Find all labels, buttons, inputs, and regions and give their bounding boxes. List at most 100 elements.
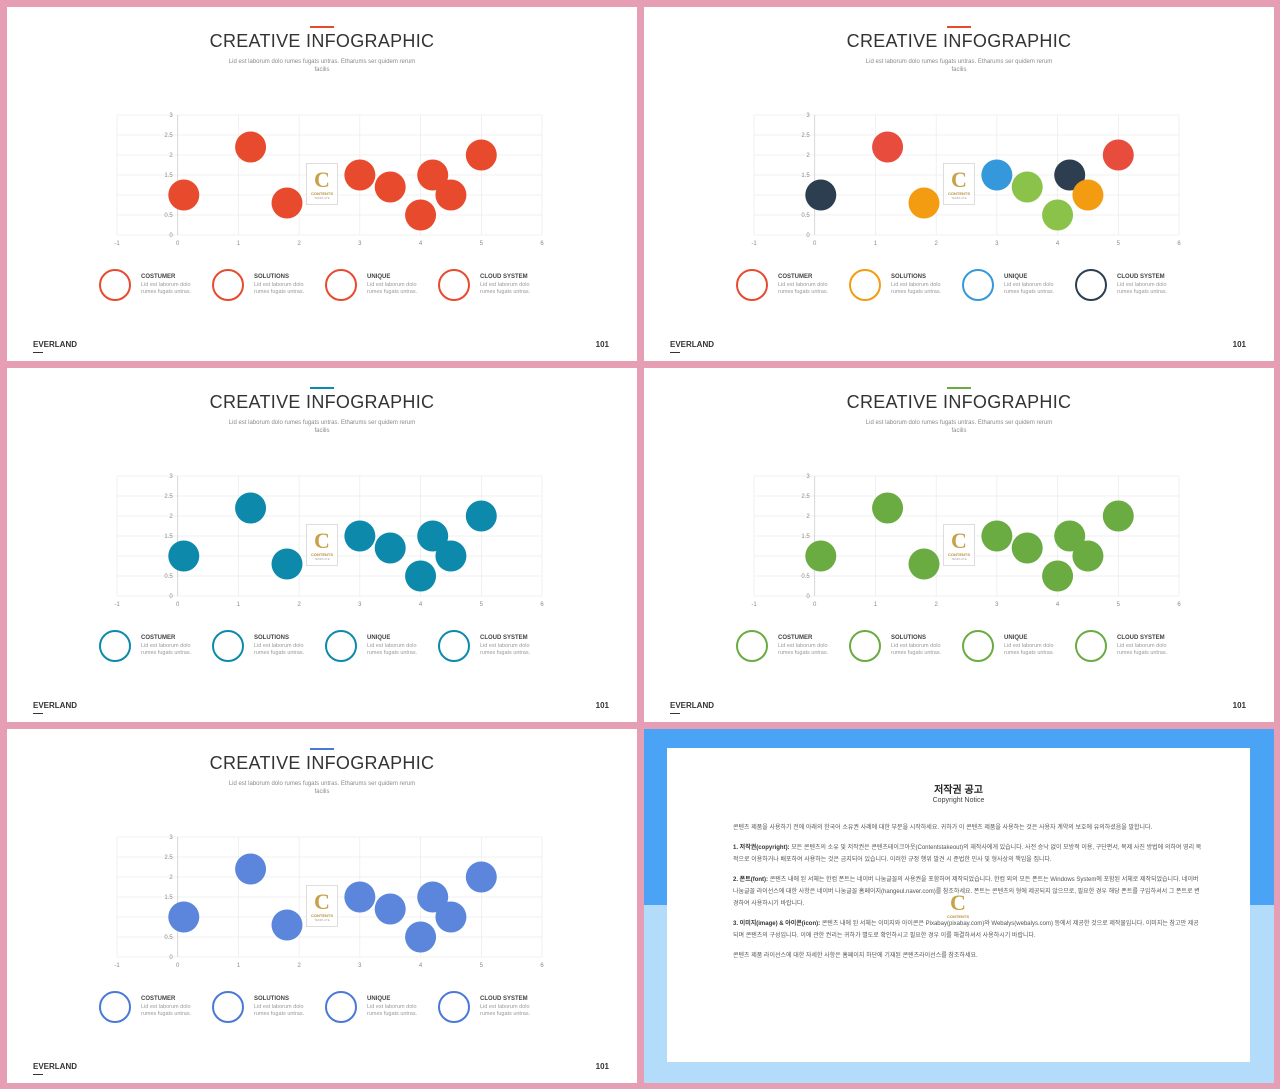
y-tick-label: 2.5 — [801, 133, 810, 139]
notice-paragraph-heading: 3. 이미지(image) & 아이콘(icon): — [733, 921, 821, 927]
notice-paragraph: 3. 이미지(image) & 아이콘(icon): 콘텐츠 내에 된 서체는 … — [733, 921, 1199, 939]
y-tick-label: 0.5 — [164, 574, 173, 580]
x-tick-label: 3 — [995, 241, 999, 247]
x-tick-label: 2 — [297, 602, 301, 608]
slide-title: CREATIVE INFOGRAPHIC — [846, 31, 1072, 51]
bubble-point — [374, 893, 406, 925]
legend-name: UNIQUE — [1004, 635, 1028, 641]
legend-description: Lid est laborum dolo rumes fugats untras… — [254, 643, 305, 656]
brand-underline — [670, 352, 680, 353]
bubble-point — [435, 901, 467, 933]
contents-logo-icon: C CONTENTS TEMPLATE — [306, 885, 338, 927]
y-tick-label: 0.5 — [801, 574, 810, 580]
x-tick-label: 0 — [813, 602, 817, 608]
bubble-point — [1011, 171, 1043, 203]
legend-description: Lid est laborum dolo rumes fugats untras… — [1004, 282, 1055, 295]
legend-name: COSTUMER — [141, 996, 176, 1002]
slide-title: CREATIVE INFOGRAPHIC — [209, 392, 435, 412]
legend-ring-icon — [325, 630, 357, 662]
legend-name: COSTUMER — [141, 635, 176, 641]
legend-ring-icon — [438, 269, 470, 301]
x-tick-label: 1 — [237, 602, 241, 608]
bubble-point — [344, 881, 376, 913]
bubble-point — [908, 548, 940, 580]
bubble-point — [872, 492, 904, 524]
legend-ring-icon — [1075, 630, 1107, 662]
x-tick-label: 0 — [176, 241, 180, 247]
legend-ring-icon — [736, 630, 768, 662]
bubble-point — [235, 492, 267, 524]
slide-subtitle: Lid est laborum dolo rumes fugats untras… — [228, 781, 416, 795]
y-tick-label: 1.5 — [801, 173, 810, 179]
slide-3: CREATIVE INFOGRAPHIC Lid est laborum dol… — [7, 368, 637, 722]
bubble-point — [1054, 520, 1086, 552]
legend-item-unique: UNIQUE Lid est laborum dolo rumes fugats … — [325, 269, 435, 303]
legend-item-cloud-system: CLOUD SYSTEM Lid est laborum dolo rumes f… — [438, 269, 548, 303]
y-tick-label: 0 — [169, 594, 173, 600]
legend-name: SOLUTIONS — [254, 996, 290, 1002]
legend-name: UNIQUE — [367, 996, 391, 1002]
x-tick-label: 5 — [1117, 241, 1121, 247]
notice-paragraph: 콘텐츠 제품을 사용하기 전에 아래의 한국어 소유권 사례에 대한 부분을 시… — [733, 825, 1153, 831]
legend-item-cloud-system: CLOUD SYSTEM Lid est laborum dolo rumes f… — [1075, 269, 1185, 303]
x-tick-label: -1 — [114, 602, 120, 608]
legend-description: Lid est laborum dolo rumes fugats untras… — [367, 1004, 418, 1017]
brand-name: EVERLAND — [670, 701, 715, 710]
x-tick-label: 6 — [1177, 602, 1181, 608]
legend-description: Lid est laborum dolo rumes fugats untras… — [1117, 643, 1168, 656]
bubble-point — [1011, 532, 1043, 564]
y-tick-label: 2.5 — [164, 133, 173, 139]
bubble-point — [1102, 139, 1134, 171]
title-accent-line — [310, 387, 334, 389]
notice-paragraph-heading: 2. 폰트(font): — [733, 877, 769, 883]
slide-subtitle: Lid est laborum dolo rumes fugats untras… — [865, 59, 1053, 73]
legend-description: Lid est laborum dolo rumes fugats untras… — [778, 282, 829, 295]
contents-logo-icon: C CONTENTS TEMPLATE — [943, 524, 975, 566]
y-tick-label: 1.5 — [164, 534, 173, 540]
page-number: 101 — [1232, 701, 1246, 710]
y-tick-label: 2.5 — [164, 494, 173, 500]
bubble-point — [1072, 179, 1104, 211]
bubble-point — [405, 199, 437, 231]
legend-ring-icon — [962, 630, 994, 662]
x-tick-label: -1 — [114, 241, 120, 247]
x-tick-label: 4 — [1056, 602, 1060, 608]
notice-body: 콘텐츠 제품을 사용하기 전에 아래의 한국어 소유권 사례에 대한 부분을 시… — [733, 822, 1203, 970]
contents-logo-icon: C CONTENTS TEMPLATE — [306, 163, 338, 205]
contents-logo-icon: C CONTENTS TEMPLATE — [943, 163, 975, 205]
bubble-point — [872, 131, 904, 163]
legend-name: COSTUMER — [778, 274, 813, 280]
notice-paragraph: 1. 저작권(copyright): 모든 콘텐츠의 소유 및 저작권은 콘텐츠… — [733, 845, 1202, 863]
notice-paragraph-heading: 1. 저작권(copyright): — [733, 845, 790, 851]
x-tick-label: 5 — [1117, 602, 1121, 608]
bubble-point — [374, 532, 406, 564]
y-tick-label: 0 — [169, 233, 173, 239]
legend-ring-icon — [325, 269, 357, 301]
bubble-point — [805, 540, 837, 572]
legend-description: Lid est laborum dolo rumes fugats untras… — [141, 643, 192, 656]
x-tick-label: 4 — [1056, 241, 1060, 247]
y-tick-label: 3 — [806, 474, 810, 480]
x-tick-label: 5 — [480, 602, 484, 608]
x-tick-label: 5 — [480, 963, 484, 969]
y-tick-label: 1.5 — [801, 534, 810, 540]
legend-ring-icon — [99, 269, 131, 301]
bubble-point — [405, 560, 437, 592]
x-tick-label: 2 — [934, 602, 938, 608]
x-tick-label: 6 — [540, 602, 544, 608]
x-tick-label: 2 — [297, 241, 301, 247]
legend-description: Lid est laborum dolo rumes fugats untras… — [254, 1004, 305, 1017]
legend-description: Lid est laborum dolo rumes fugats untras… — [891, 282, 942, 295]
legend-item-solutions: SOLUTIONS Lid est laborum dolo rumes fuga… — [849, 269, 959, 303]
bubble-point — [271, 187, 303, 219]
legend-item-cloud-system: CLOUD SYSTEM Lid est laborum dolo rumes f… — [438, 630, 548, 664]
x-tick-label: 0 — [813, 241, 817, 247]
x-tick-label: 0 — [176, 963, 180, 969]
y-tick-label: 2 — [806, 514, 810, 520]
contents-logo-icon: C CONTENTS — [947, 889, 969, 919]
y-tick-label: 2 — [169, 875, 173, 881]
legend-description: Lid est laborum dolo rumes fugats untras… — [141, 282, 192, 295]
bubble-point — [271, 548, 303, 580]
